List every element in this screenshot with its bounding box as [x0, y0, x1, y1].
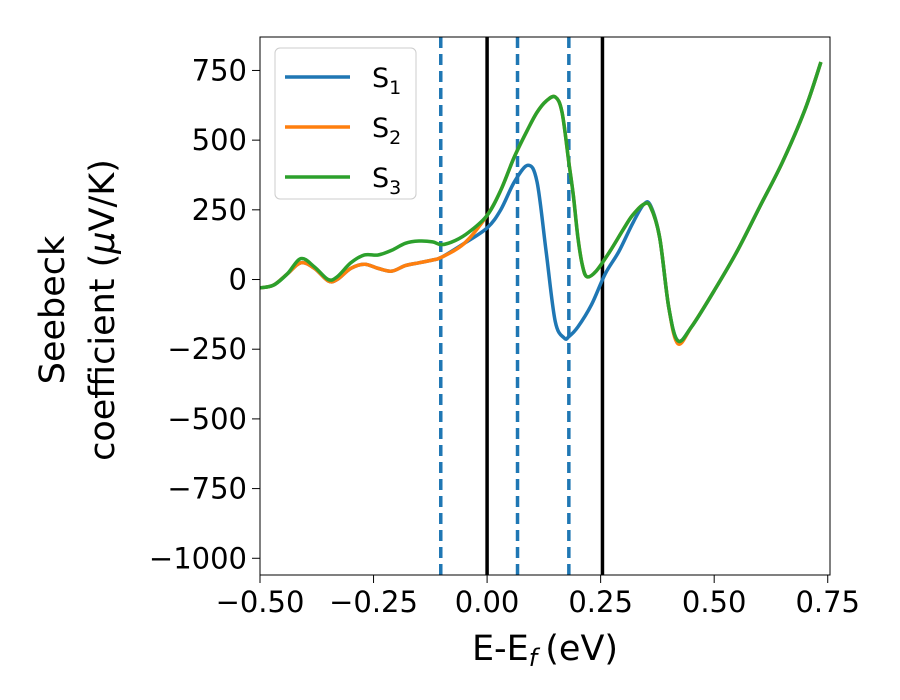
y-axis: 750 500 250 0 −250 −500 −750 −1000 — [149, 53, 260, 575]
x-tick-label: −0.50 — [216, 585, 305, 619]
x-axis-title-unit: (eV) — [545, 629, 618, 669]
y-tick-label: 500 — [192, 123, 247, 157]
y-tick-label: 0 — [229, 263, 247, 297]
y-tick-label: −500 — [167, 402, 247, 436]
y-axis-title: Seebeck coefficient (μV/K) — [33, 159, 123, 461]
legend-label-name: S — [372, 163, 389, 194]
x-tick-label: 0.25 — [568, 585, 633, 619]
legend-box — [274, 47, 417, 200]
x-axis-title-main: E-E — [472, 629, 529, 669]
reference-lines — [439, 37, 605, 575]
legend-label-name: S — [372, 113, 389, 144]
legend-label-subscript: 3 — [389, 177, 401, 199]
x-tick-label: 0.00 — [455, 585, 520, 619]
plot-frame — [259, 36, 831, 576]
legend-label-1: S1 — [372, 63, 401, 99]
y-axis-title-mu: μ — [83, 231, 123, 254]
y-axis-title-line2-main: coefficient ( — [83, 254, 123, 461]
legend-label-subscript: 1 — [389, 77, 401, 99]
y-axis-title-line2: coefficient (μV/K) — [83, 159, 123, 461]
x-tick-label: −0.25 — [329, 585, 418, 619]
series-layer — [260, 61, 823, 346]
y-tick-label: −1000 — [149, 541, 247, 575]
y-tick-label: −750 — [167, 472, 247, 506]
x-tick-label: 0.50 — [682, 585, 747, 619]
y-tick-label: 250 — [192, 193, 247, 227]
y-tick-label: 750 — [192, 53, 247, 87]
legend-label-name: S — [372, 63, 389, 94]
x-tick-label: 0.75 — [795, 585, 860, 619]
x-axis: −0.50 −0.25 0.00 0.25 0.50 0.75 — [216, 575, 860, 619]
y-axis-title-line1: Seebeck — [33, 235, 73, 384]
y-axis-title-unit: V/K) — [83, 159, 123, 231]
legend-label-2: S2 — [372, 113, 401, 149]
legend-label-3: S3 — [372, 163, 401, 199]
y-tick-label: −250 — [167, 332, 247, 366]
series-line-3 — [260, 61, 823, 344]
x-axis-title-subscript: f — [529, 644, 541, 672]
x-axis-title: E-Ef (eV) — [472, 629, 618, 672]
legend-label-subscript: 2 — [389, 127, 401, 149]
